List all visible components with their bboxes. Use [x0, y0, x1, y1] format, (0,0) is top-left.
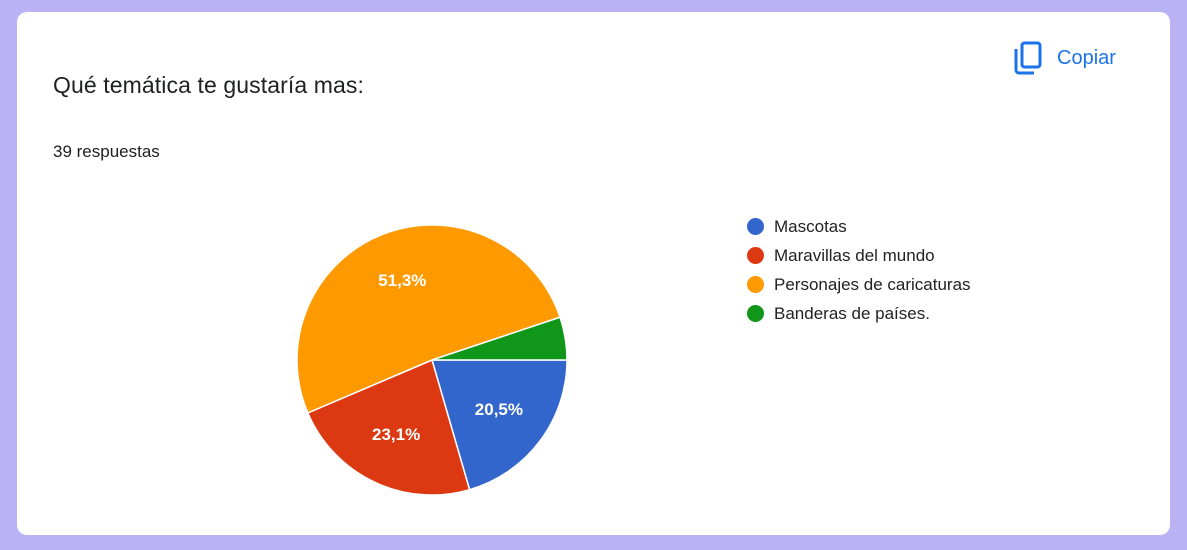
legend-label: Maravillas del mundo: [774, 245, 935, 265]
pie-slice: [296, 224, 562, 414]
legend-label: Mascotas: [774, 216, 847, 236]
chart-legend: Mascotas Maravillas del mundo Personajes d…: [747, 212, 971, 328]
legend-swatch: [747, 247, 764, 264]
pie-slice: [431, 359, 568, 491]
pie-slice: [306, 358, 471, 496]
pie-slice-label: 51,3%: [378, 271, 426, 290]
legend-swatch: [747, 305, 764, 322]
pie-chart: 20,5% 23,1% 51,3%: [296, 224, 568, 496]
response-summary-card: Qué temática te gustaría mas: 39 respues…: [17, 12, 1170, 535]
pie-slice: [431, 316, 568, 361]
pie-slice-label: 23,1%: [372, 425, 420, 444]
question-title: Qué temática te gustaría mas:: [53, 72, 364, 98]
copy-button-label: Copiar: [1057, 46, 1116, 69]
legend-item: Banderas de países.: [747, 299, 971, 328]
legend-label: Banderas de países.: [774, 303, 930, 323]
response-count: 39 respuestas: [53, 142, 160, 161]
legend-item: Mascotas: [747, 212, 971, 241]
legend-swatch: [747, 218, 764, 235]
copy-icon: [1013, 41, 1043, 75]
legend-item: Maravillas del mundo: [747, 241, 971, 270]
pie-slice-label: 20,5%: [475, 400, 523, 419]
legend-item: Personajes de caricaturas: [747, 270, 971, 299]
legend-swatch: [747, 276, 764, 293]
legend-label: Personajes de caricaturas: [774, 274, 971, 294]
copy-button[interactable]: Copiar: [1007, 38, 1122, 78]
